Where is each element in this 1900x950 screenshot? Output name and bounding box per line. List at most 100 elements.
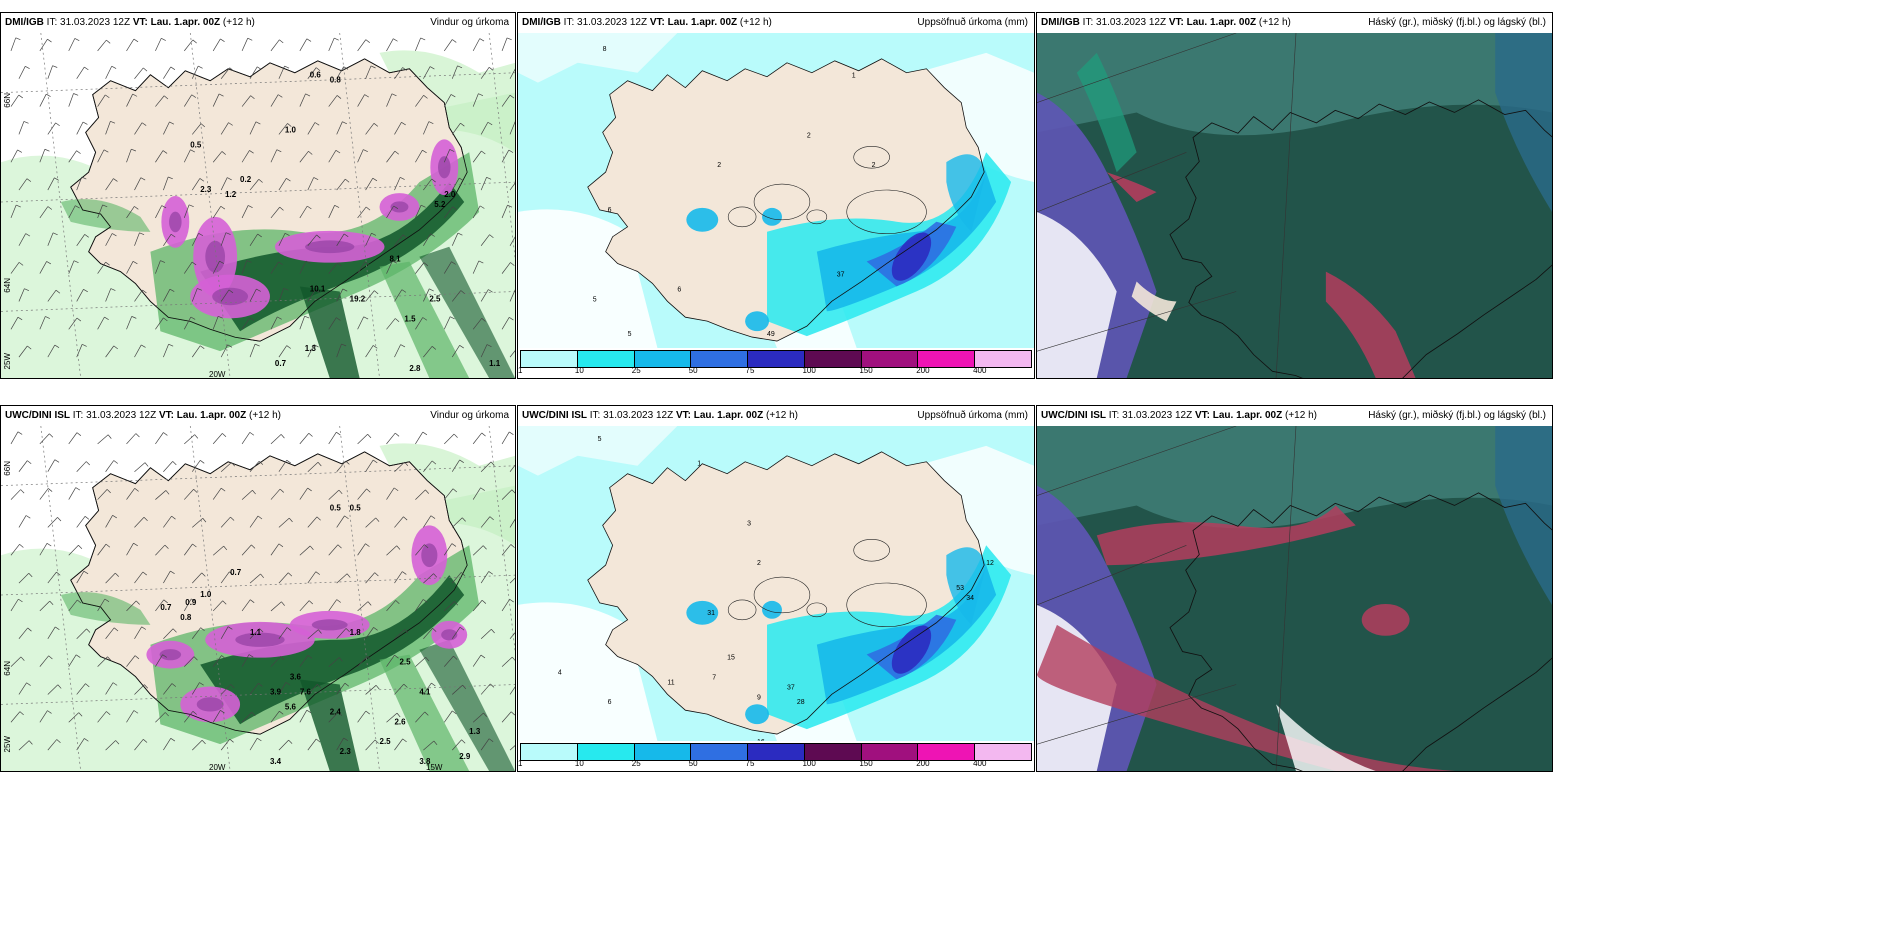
accum-value-label: 2 [807, 132, 811, 139]
accum-value-label: 37 [837, 271, 845, 278]
accum-value-label: 12 [986, 560, 994, 567]
precip-value-label: 2.3 [200, 185, 212, 194]
legend-swatch [804, 744, 862, 760]
legend-tick-label: 1 [518, 759, 523, 768]
precip-value-label: 8.1 [389, 255, 401, 264]
legend-swatch [691, 744, 749, 760]
precip-value-label: 2.5 [429, 294, 441, 303]
legend-swatch [861, 351, 919, 367]
panel-dini-accum: UWC/DINI ISL IT: 31.03.2023 12Z VT: Lau.… [517, 405, 1035, 772]
precip-value-label: 19.2 [350, 294, 366, 303]
accum-value-label: 3 [747, 520, 751, 527]
accum-value-label: 7 [712, 674, 716, 681]
wind-map: 0.6 0.8 0.5 1.0 0.2 2.3 1.2 2.05.2 8.1 10.1 19.2 1.… [1, 33, 515, 378]
panel-header: UWC/DINI ISL IT: 31.03.2023 12Z VT: Lau.… [1, 406, 515, 426]
legend-ticks: 1 10 25 50 75 100 150 200 400 [518, 366, 1032, 378]
map-area [1037, 33, 1552, 378]
precip-value-label: 2.8 [409, 364, 421, 373]
precip-value-label: 1.3 [305, 344, 317, 353]
precip-value-label: 2.0 [444, 190, 456, 199]
legend-swatch [748, 744, 805, 760]
accum-map: 8 1 2 2 2 6 5 5 6 37 49 [518, 33, 1034, 348]
accum-value-label: 6 [677, 286, 681, 293]
accum-value-label: 2 [872, 162, 876, 169]
precip-value-label: 1.5 [404, 314, 416, 323]
legend-swatch [918, 744, 976, 760]
accum-value-label: 6 [608, 699, 612, 706]
precip-value-label: 0.5 [330, 504, 342, 513]
precip-value-label: 1.1 [250, 628, 262, 637]
legend-tick-label: 50 [688, 366, 698, 375]
accum-value-label: 2 [757, 560, 761, 567]
lat-label: 66N [3, 461, 12, 476]
precip-value-label: 3.8 [419, 757, 431, 766]
lat-label: 25W [3, 736, 12, 753]
accum-value-label: 1 [697, 461, 701, 468]
legend-ticks: 1 10 25 50 75 100 150 200 400 [518, 759, 1032, 771]
precip-value-label: 0.5 [190, 140, 202, 149]
legend-tick-label: 10 [574, 759, 584, 768]
legend-tick-label: 150 [859, 366, 873, 375]
legend-swatch [521, 351, 578, 367]
legend-swatch [634, 744, 692, 760]
precip-legend: 1 10 25 50 75 100 150 200 400 [518, 741, 1034, 771]
accum-value-label: 9 [757, 694, 761, 701]
legend-swatch [861, 744, 919, 760]
legend-swatch [748, 351, 805, 367]
precip-value-label: 1.0 [200, 590, 212, 599]
lat-label: 64N [3, 278, 12, 293]
legend-swatch [521, 744, 578, 760]
panel-header: DMI/IGB IT: 31.03.2023 12Z VT: Lau. 1.ap… [1, 13, 515, 33]
precip-value-label: 0.7 [230, 568, 242, 577]
legend-swatch [634, 351, 692, 367]
cloud-map [1037, 426, 1552, 771]
panel-dini-wind: UWC/DINI ISL IT: 31.03.2023 12Z VT: Lau.… [0, 405, 516, 772]
legend-tick-label: 200 [916, 366, 930, 375]
precip-value-label: 5.2 [434, 200, 446, 209]
precip-value-label: 3.4 [270, 757, 282, 766]
panel-header: DMI/IGB IT: 31.03.2023 12Z VT: Lau. 1.ap… [518, 13, 1034, 33]
accum-value-label: 5 [628, 331, 632, 338]
lon-label: 15W [426, 763, 443, 772]
legend-tick-label: 150 [859, 759, 873, 768]
legend-tick-label: 100 [802, 759, 816, 768]
accum-value-label: 31 [707, 610, 715, 617]
precip-value-label: 2.5 [380, 737, 392, 746]
precip-value-label: 2.4 [330, 707, 342, 716]
legend-bar [520, 350, 1032, 368]
precip-value-label: 0.7 [160, 603, 172, 612]
lat-label: 66N [3, 93, 12, 108]
precip-value-label: 0.2 [240, 175, 252, 184]
accum-value-label: 6 [608, 207, 612, 214]
precip-value-label: 7.6 [300, 687, 312, 696]
precip-value-label: 0.9 [185, 598, 197, 607]
precip-value-label: 2.5 [399, 658, 411, 667]
accum-value-label: 5 [593, 296, 597, 303]
precip-value-label: 2.6 [394, 717, 406, 726]
accum-value-label: 53 [956, 585, 964, 592]
precip-value-label: 10.1 [310, 285, 326, 294]
precip-value-label: 0.8 [330, 76, 342, 85]
precip-value-label: 2.3 [340, 747, 352, 756]
map-area: 0.5 0.5 0.7 0.9 0.8 1.0 0.7 1.1 1.8 2.5 3.9 3.6 5.6 7… [1, 426, 515, 771]
panel-dmi-cloud: DMI/IGB IT: 31.03.2023 12Z VT: Lau. 1.ap… [1036, 12, 1553, 379]
legend-swatch [975, 744, 1032, 760]
legend-tick-label: 50 [688, 759, 698, 768]
legend-tick-label: 400 [973, 366, 987, 375]
precip-value-label: 1.0 [285, 125, 297, 134]
legend-tick-label: 400 [973, 759, 987, 768]
lon-label: 20W [209, 763, 226, 772]
accum-value-label: 34 [966, 595, 974, 602]
accum-value-label: 4 [558, 669, 562, 676]
legend-tick-label: 25 [631, 366, 641, 375]
legend-swatch [577, 351, 635, 367]
legend-bar [520, 743, 1032, 761]
panel-dmi-wind: DMI/IGB IT: 31.03.2023 12Z VT: Lau. 1.ap… [0, 12, 516, 379]
accum-value-label: 16 [757, 739, 765, 741]
map-area: 0.6 0.8 0.5 1.0 0.2 2.3 1.2 2.0 5.2 8.1 10.1 19.2 1.… [1, 33, 515, 378]
legend-tick-label: 10 [574, 366, 584, 375]
precip-value-label: 0.5 [350, 504, 362, 513]
map-area: 8 1 2 2 2 6 5 5 6 37 49 [518, 33, 1034, 348]
